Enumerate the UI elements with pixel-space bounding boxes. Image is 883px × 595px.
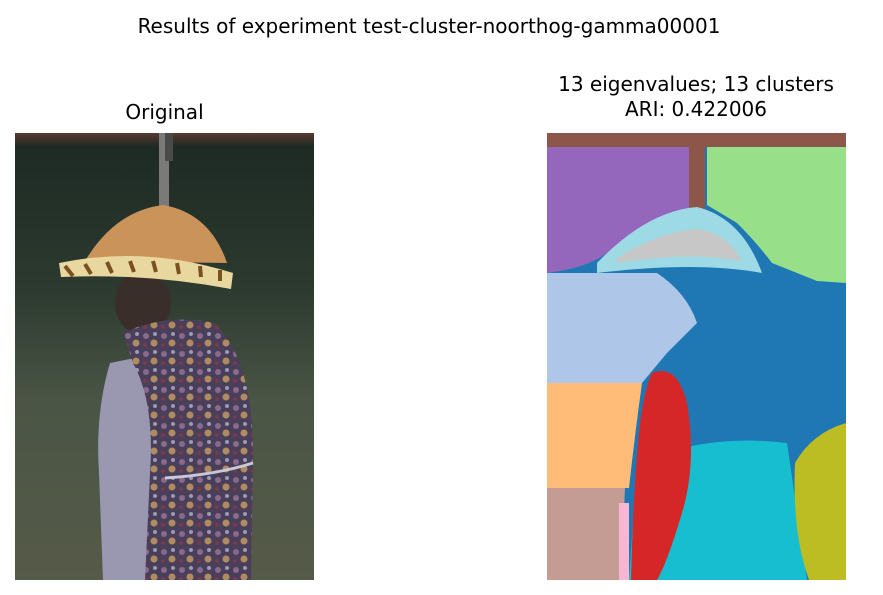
hat-weave	[63, 260, 222, 281]
cluster-rosy-region	[547, 488, 625, 580]
segmentation-title-line2: ARI: 0.422006	[624, 97, 767, 121]
cluster-brown-pole	[689, 143, 705, 213]
segmentation-image	[547, 133, 846, 580]
cluster-orange-region	[547, 383, 642, 488]
straw-hat	[85, 205, 227, 263]
vest-string	[164, 461, 254, 480]
cluster-light-blue-region	[547, 273, 697, 383]
cluster-brown-region	[547, 133, 846, 147]
original-image	[15, 133, 314, 580]
head	[115, 271, 171, 335]
cluster-light-green-region	[707, 143, 846, 283]
floral-vest	[123, 319, 254, 580]
original-panel-title: Original	[125, 100, 204, 124]
figure-suptitle: Results of experiment test-cluster-noort…	[137, 14, 721, 38]
segmentation-panel-title: 13 eigenvalues; 13 clusters ARI: 0.42200…	[497, 72, 883, 122]
hat-brim	[59, 255, 233, 289]
cluster-purple-region	[547, 143, 692, 273]
segmentation-title-line1: 13 eigenvalues; 13 clusters	[558, 72, 834, 96]
cluster-pink-region	[619, 503, 629, 580]
cluster-gray-region	[617, 229, 742, 263]
cluster-red-region	[631, 371, 691, 580]
cluster-olive-region	[794, 423, 846, 580]
pole	[159, 133, 169, 213]
pole-clamp	[165, 133, 173, 161]
